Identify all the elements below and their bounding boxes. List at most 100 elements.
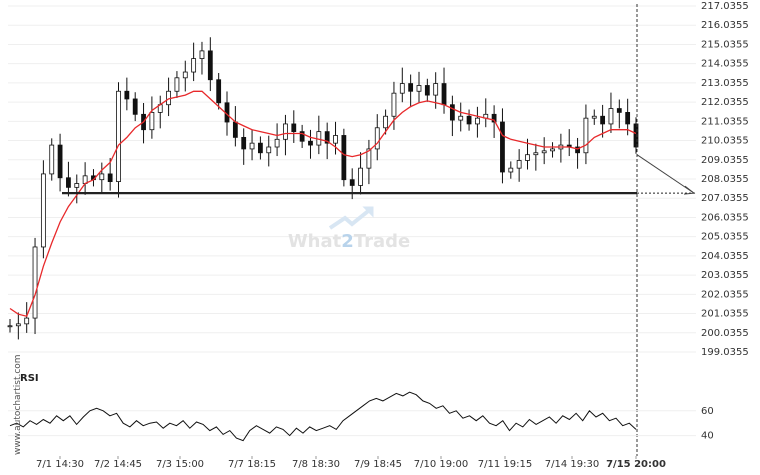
candle-body: [199, 50, 205, 59]
rsi-line: [9, 391, 637, 442]
time-tick-label: 7/15 20:00: [606, 459, 666, 470]
price-tick-label: 205.0355: [701, 232, 749, 243]
candle-body: [191, 58, 197, 73]
time-tick-label: 7/14 19:30: [545, 459, 599, 470]
candle-body: [441, 83, 447, 106]
candle-body: [374, 127, 380, 150]
candle-body: [349, 179, 355, 186]
candle-body: [500, 121, 505, 173]
price-tick-label: 201.0355: [701, 309, 749, 320]
rsi-tick-label: 40: [701, 431, 714, 442]
price-tick-label: 213.0355: [701, 78, 749, 89]
projection-arrowhead-icon: [683, 185, 696, 195]
candle-body: [366, 148, 372, 169]
time-tick-label: 7/2 14:45: [94, 459, 142, 470]
watermark-text-trade: Trade: [354, 231, 410, 252]
candle-body: [291, 123, 297, 133]
moving-average-line: [9, 90, 637, 317]
candle-body: [416, 85, 422, 92]
candle-body: [249, 142, 255, 150]
candle-body: [600, 115, 606, 125]
svg-text:What2Trade: What2Trade: [288, 231, 410, 252]
candle-body: [399, 83, 405, 94]
candle-body: [341, 135, 347, 181]
candle-body: [107, 173, 113, 183]
candle-body: [491, 113, 497, 123]
candle-body: [32, 246, 38, 319]
price-axis: 217.0355 216.0355 215.0355 214.0355 213.0355…: [701, 1, 749, 358]
candle-body: [525, 154, 530, 161]
candle-body: [216, 79, 222, 104]
candle-body: [266, 146, 272, 154]
candle-body: [475, 117, 480, 125]
candle-body: [358, 167, 363, 186]
candle-body: [608, 108, 614, 125]
candle-body: [116, 90, 121, 183]
candle-body: [49, 144, 55, 175]
moving-average-layer: [9, 90, 637, 317]
price-tick-label: 203.0355: [701, 270, 749, 281]
candle-body: [149, 112, 155, 131]
price-tick-label: 208.0355: [701, 174, 749, 185]
candle-body: [391, 92, 397, 117]
price-tick-label: 214.0355: [701, 59, 749, 70]
time-tick-label: 7/8 18:30: [292, 459, 340, 470]
candle-body: [7, 325, 13, 328]
candle-body: [257, 142, 263, 154]
candle-body: [575, 146, 580, 154]
price-tick-label: 209.0355: [701, 155, 749, 166]
price-tick-label: 217.0355: [701, 1, 749, 12]
time-tick-label: 7/1 14:30: [36, 459, 84, 470]
candle-body: [424, 85, 430, 96]
candle-body: [625, 112, 631, 125]
credit-text: www.autochartist.com: [13, 354, 23, 455]
candle-body: [66, 177, 71, 188]
candle-body: [408, 83, 414, 92]
candle-body: [207, 50, 213, 81]
candle-body: [124, 90, 130, 100]
candle-body: [458, 115, 464, 121]
watermark-text-2: 2: [341, 231, 354, 252]
candle-body: [541, 150, 547, 154]
price-gridlines: [8, 5, 696, 353]
candle-body: [57, 144, 63, 179]
time-tick-label: 7/9 18:45: [354, 459, 402, 470]
candle-body: [616, 108, 622, 113]
time-tick-label: 7/7 18:15: [228, 459, 276, 470]
watermark-arrowhead-icon: [362, 206, 374, 218]
candle-body: [533, 152, 539, 156]
candle-body: [516, 160, 522, 169]
candle-body: [466, 115, 472, 125]
candle-body: [15, 323, 21, 327]
candle-body: [333, 135, 338, 144]
candle-body: [583, 117, 589, 154]
rsi-tick-label: 60: [701, 406, 714, 417]
candle-body: [40, 173, 46, 248]
watermark-arrow-icon: [328, 206, 374, 230]
price-tick-label: 211.0355: [701, 116, 749, 127]
time-axis: 7/1 14:30 7/2 14:45 7/3 15:00 7/7 18:15 7/8 …: [36, 456, 666, 470]
candle-body: [550, 148, 555, 152]
candle-body: [324, 131, 330, 144]
candle-body: [24, 317, 30, 325]
candle-body: [241, 136, 247, 150]
candle-body: [232, 121, 238, 138]
candle-body: [449, 104, 455, 121]
price-tick-label: 204.0355: [701, 251, 749, 262]
candle-body: [182, 71, 188, 79]
price-tick-label: 206.0355: [701, 212, 749, 223]
watermark-text-what: What: [288, 231, 342, 252]
candle-body: [174, 77, 180, 92]
rsi-label: RSI: [20, 373, 39, 384]
projection-arrow-line: [636, 154, 695, 194]
candle-body: [633, 123, 639, 148]
candle-body: [433, 83, 439, 96]
candle-body: [74, 183, 80, 188]
candle-body: [508, 167, 514, 173]
time-tick-label: 7/10 19:00: [414, 459, 468, 470]
candle-body: [299, 131, 305, 142]
price-tick-label: 202.0355: [701, 289, 749, 300]
watermark-logo: What2Trade: [288, 206, 410, 252]
projection-layer: [636, 154, 696, 195]
